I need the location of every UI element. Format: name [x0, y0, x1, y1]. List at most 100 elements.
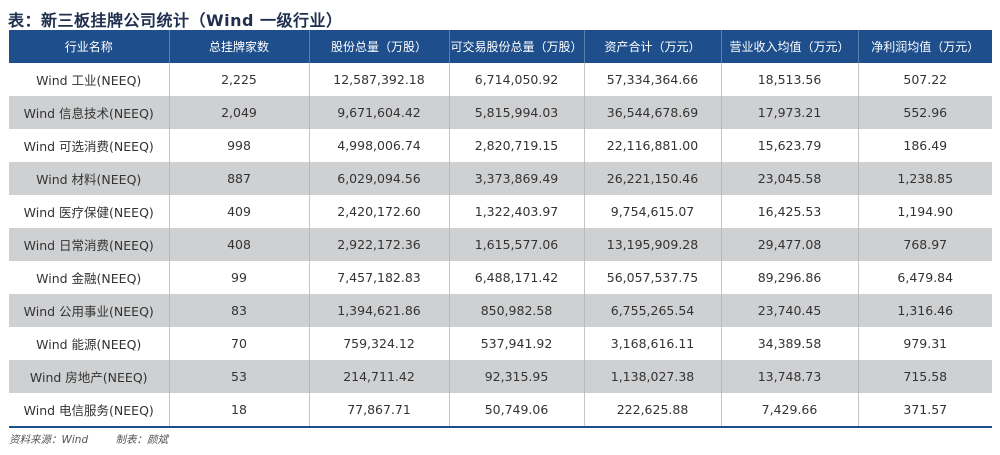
table-row: Wind 工业(NEEQ) 2,225 12,587,392.18 6,714,050… [9, 63, 992, 96]
cell-avg-revenue: 29,477.08 [721, 228, 859, 261]
author-note: 制表：颜斌 [115, 434, 168, 446]
header-industry-name: 行业名称 [9, 30, 170, 63]
statistics-table-container: 行业名称 总挂牌家数 股份总量（万股） 可交易股份总量（万股） 资产合计（万元）… [9, 30, 992, 426]
cell-total-assets: 3,168,616.11 [584, 327, 722, 360]
cell-total-assets: 6,755,265.54 [584, 294, 722, 327]
cell-avg-revenue: 18,513.56 [721, 63, 859, 96]
cell-listed-count: 998 [169, 129, 310, 162]
cell-total-shares: 6,029,094.56 [309, 162, 450, 195]
cell-industry-name: Wind 医疗保健(NEEQ) [9, 195, 170, 228]
cell-industry-name: Wind 能源(NEEQ) [9, 327, 170, 360]
table-row: Wind 房地产(NEEQ) 53 214,711.42 92,315.95 1,138… [9, 360, 992, 393]
header-row: 行业名称 总挂牌家数 股份总量（万股） 可交易股份总量（万股） 资产合计（万元）… [9, 30, 992, 63]
cell-avg-net-profit: 715.58 [903, 369, 948, 384]
cell-avg-net-profit: 1,316.46 [897, 303, 954, 318]
cell-listed-count: 409 [169, 195, 310, 228]
table-footer: 资料来源：Wind 制表：颜斌 [9, 432, 192, 447]
header-avg-revenue: 营业收入均值（万元） [721, 30, 859, 63]
cell-total-assets: 9,754,615.07 [584, 195, 722, 228]
table-row: Wind 金融(NEEQ) 99 7,457,182.83 6,488,171.42 5… [9, 261, 992, 294]
table-row: Wind 日常消费(NEEQ) 408 2,922,172.36 1,615,577.… [9, 228, 992, 261]
cell-avg-net-profit: 552.96 [903, 105, 948, 120]
cell-listed-count: 408 [169, 228, 310, 261]
cell-tradable-shares: 1,615,577.06 [449, 228, 585, 261]
bottom-rule [9, 426, 992, 428]
cell-industry-name: Wind 公用事业(NEEQ) [9, 294, 170, 327]
cell-avg-revenue: 34,389.58 [721, 327, 859, 360]
header-tradable-shares: 可交易股份总量（万股） [449, 30, 585, 63]
cell-total-shares: 9,671,604.42 [309, 96, 450, 129]
cell-industry-name: Wind 电信服务(NEEQ) [9, 393, 170, 426]
cell-total-shares: 759,324.12 [309, 327, 450, 360]
statistics-table: 行业名称 总挂牌家数 股份总量（万股） 可交易股份总量（万股） 资产合计（万元）… [9, 30, 992, 426]
cell-avg-net-profit: 768.97 [903, 237, 948, 252]
cell-tradable-shares: 6,488,171.42 [449, 261, 585, 294]
cell-avg-revenue: 23,045.58 [721, 162, 859, 195]
table-row: Wind 材料(NEEQ) 887 6,029,094.56 3,373,869.49… [9, 162, 992, 195]
cell-total-assets: 57,334,364.66 [584, 63, 722, 96]
cell-total-shares: 2,922,172.36 [309, 228, 450, 261]
table-row: Wind 信息技术(NEEQ) 2,049 9,671,604.42 5,815,99… [9, 96, 992, 129]
table-body: Wind 工业(NEEQ) 2,225 12,587,392.18 6,714,050… [9, 63, 992, 426]
cell-tradable-shares: 537,941.92 [449, 327, 585, 360]
cell-total-assets: 22,116,881.00 [584, 129, 722, 162]
table-row: Wind 医疗保健(NEEQ) 409 2,420,172.60 1,322,403.… [9, 195, 992, 228]
cell-tradable-shares: 3,373,869.49 [449, 162, 585, 195]
cell-total-assets: 13,195,909.28 [584, 228, 722, 261]
header-avg-net-profit: 净利润均值（万元） [871, 40, 980, 54]
cell-listed-count: 70 [169, 327, 310, 360]
cell-avg-revenue: 17,973.21 [721, 96, 859, 129]
cell-total-shares: 214,711.42 [309, 360, 450, 393]
cell-industry-name: Wind 工业(NEEQ) [9, 63, 170, 96]
table-row: Wind 能源(NEEQ) 70 759,324.12 537,941.92 3,168… [9, 327, 992, 360]
table-row: Wind 公用事业(NEEQ) 83 1,394,621.86 850,982.58 6… [9, 294, 992, 327]
header-total-assets: 资产合计（万元） [584, 30, 722, 63]
cell-listed-count: 887 [169, 162, 310, 195]
cell-avg-net-profit: 1,194.90 [897, 204, 954, 219]
cell-avg-revenue: 13,748.73 [721, 360, 859, 393]
cell-avg-revenue: 16,425.53 [721, 195, 859, 228]
cell-avg-revenue: 15,623.79 [721, 129, 859, 162]
cell-tradable-shares: 850,982.58 [449, 294, 585, 327]
cell-industry-name: Wind 日常消费(NEEQ) [9, 228, 170, 261]
cell-avg-net-profit: 507.22 [903, 72, 948, 87]
cell-avg-revenue: 7,429.66 [721, 393, 859, 426]
cell-total-assets: 222,625.88 [584, 393, 722, 426]
cell-tradable-shares: 1,322,403.97 [449, 195, 585, 228]
cell-total-assets: 36,544,678.69 [584, 96, 722, 129]
cell-total-assets: 26,221,150.46 [584, 162, 722, 195]
table-header: 行业名称 总挂牌家数 股份总量（万股） 可交易股份总量（万股） 资产合计（万元）… [9, 30, 992, 63]
cell-tradable-shares: 5,815,994.03 [449, 96, 585, 129]
header-total-shares: 股份总量（万股） [309, 30, 450, 63]
cell-avg-net-profit: 6,479.84 [897, 270, 954, 285]
cell-total-assets: 1,138,027.38 [584, 360, 722, 393]
cell-listed-count: 2,049 [169, 96, 310, 129]
header-listed-count: 总挂牌家数 [169, 30, 310, 63]
cell-industry-name: Wind 金融(NEEQ) [9, 261, 170, 294]
cell-total-shares: 1,394,621.86 [309, 294, 450, 327]
cell-avg-net-profit: 371.57 [903, 402, 948, 417]
cell-listed-count: 83 [169, 294, 310, 327]
cell-listed-count: 99 [169, 261, 310, 294]
cell-total-shares: 12,587,392.18 [309, 63, 450, 96]
table-title: 表：新三板挂牌公司统计（Wind 一级行业） [8, 11, 343, 30]
cell-tradable-shares: 92,315.95 [449, 360, 585, 393]
cell-industry-name: Wind 房地产(NEEQ) [9, 360, 170, 393]
cell-industry-name: Wind 可选消费(NEEQ) [9, 129, 170, 162]
cell-listed-count: 53 [169, 360, 310, 393]
cell-total-shares: 7,457,182.83 [309, 261, 450, 294]
cell-industry-name: Wind 信息技术(NEEQ) [9, 96, 170, 129]
source-note: 资料来源：Wind [9, 434, 89, 446]
cell-avg-revenue: 89,296.86 [721, 261, 859, 294]
cell-tradable-shares: 50,749.06 [449, 393, 585, 426]
cell-total-shares: 4,998,006.74 [309, 129, 450, 162]
cell-avg-net-profit: 979.31 [903, 336, 948, 351]
cell-tradable-shares: 2,820,719.15 [449, 129, 585, 162]
table-row: Wind 电信服务(NEEQ) 18 77,867.71 50,749.06 222,6… [9, 393, 992, 426]
cell-tradable-shares: 6,714,050.92 [449, 63, 585, 96]
cell-total-assets: 56,057,537.75 [584, 261, 722, 294]
cell-avg-revenue: 23,740.45 [721, 294, 859, 327]
cell-avg-net-profit: 1,238.85 [897, 171, 954, 186]
cell-industry-name: Wind 材料(NEEQ) [9, 162, 170, 195]
cell-total-shares: 77,867.71 [309, 393, 450, 426]
